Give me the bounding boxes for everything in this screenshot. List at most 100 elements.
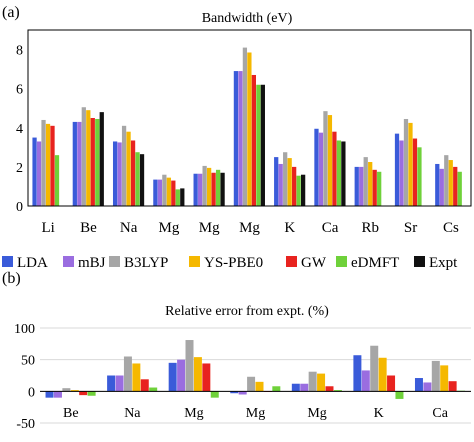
panel-b-bar-lda-mg (168, 362, 177, 392)
panel-b-bar-b3lyp-mg (247, 376, 256, 392)
panel-a-bar-ys-pbe0-mg (166, 177, 171, 206)
panel-b-bar-ys-pbe0-na (132, 363, 141, 392)
panel-b-bar-mbj-na (115, 375, 124, 392)
panel-a-bar-gw-mg (211, 172, 216, 206)
panel-b-title: Relative error from expt. (%) (165, 304, 329, 319)
panel-a-bar-expt-mg (220, 172, 225, 206)
panel-a-bar-lda-li (32, 137, 37, 206)
panel-a-label: (a) (2, 4, 20, 21)
panel-a-bar-gw-k (292, 166, 297, 206)
panel-a-y-tick-label: 2 (16, 161, 23, 176)
panel-b-bar-mbj-mg (300, 383, 309, 392)
panel-a-bar-b3lyp-sr (403, 118, 409, 206)
legend-swatch-b3lyp (109, 256, 120, 267)
panel-a-bar-lda-mg (233, 71, 239, 206)
panel-b-y-tick-label: -50 (16, 417, 35, 432)
panel-a-bar-mbj-na (117, 142, 122, 206)
panel-a-bar-edmft-k (296, 175, 301, 206)
panel-a-bar-edmft-mg (175, 189, 180, 206)
legend-swatch-ys-pbe0 (189, 256, 200, 267)
panel-b-bar-ys-pbe0-mg (193, 357, 202, 392)
panel-a-bar-ys-pbe0-be (86, 110, 91, 206)
panel-a-category-label: Mg (239, 220, 260, 236)
panel-b-bar-b3lyp-na (123, 356, 132, 392)
panel-a-bar-expt-mg (180, 188, 185, 206)
panel-a-bar-gw-li (50, 125, 55, 206)
panel-b-y-tick-label: 100 (14, 322, 35, 337)
panel-b-bar-mbj-mg (177, 359, 186, 392)
panel-a-bar-b3lyp-rb (363, 157, 368, 206)
panel-a-category-label: Mg (159, 220, 180, 236)
panel-a-bar-ys-pbe0-mg (206, 167, 212, 206)
panel-a-bar-b3lyp-be (81, 107, 86, 206)
panel-a-bar-ys-pbe0-mg (247, 52, 252, 206)
panel-a-bar-b3lyp-mg (242, 47, 248, 206)
panel-b-bar-lda-ca (414, 378, 423, 392)
panel-b-bar-lda-na (107, 375, 116, 392)
panel-a-bar-mbj-cs (439, 168, 444, 206)
panel-a-bar-lda-mg (193, 173, 198, 206)
panel-a-bar-gw-mg (171, 180, 176, 206)
panel-a-bar-expt-k (300, 174, 306, 206)
panel-b-y-tick-label: 0 (28, 385, 35, 400)
panel-a-bar-ys-pbe0-ca (327, 115, 333, 206)
panel-a-bar-b3lyp-na (121, 125, 127, 206)
panel-a-bar-lda-sr (394, 133, 400, 206)
panel-a-bar-gw-cs (453, 166, 458, 206)
panel-a-bar-expt-na (139, 154, 145, 206)
panel-b-bar-gw-ca (448, 381, 457, 392)
panel-b-bars (45, 340, 466, 399)
panel-a-bar-mbj-mg (198, 173, 203, 206)
panel-a-title: Bandwidth (eV) (202, 11, 293, 26)
panel-a-bar-expt-ca (341, 141, 346, 206)
panel-a-bar-gw-be (90, 118, 95, 206)
panel-b-category-label: Na (124, 406, 141, 421)
panel-b-bar-edmft-mg (210, 391, 219, 398)
panel-b-category-label: Ca (432, 406, 448, 421)
panel-b-category-label: K (374, 406, 384, 421)
panel-a-category-label: Rb (362, 220, 380, 236)
legend-label-lda: LDA (17, 255, 48, 271)
panel-b-y-ticks: -50 0 50 100 (14, 322, 35, 432)
panel-a: (a) Bandwidth (eV) 0 2 4 6 8 Li Be Na Mg Mg Mg K Ca… (2, 4, 472, 236)
panel-a-bar-mbj-ca (318, 132, 324, 206)
panel-b-bar-gw-k (387, 375, 396, 392)
panel-a-bar-lda-rb (354, 166, 359, 206)
panel-a-bar-expt-be (99, 112, 104, 206)
panel-b-bar-b3lyp-ca (431, 360, 440, 392)
panel-a-y-tick-label: 0 (16, 200, 23, 215)
panel-a-category-label: Mg (199, 220, 220, 236)
panel-b-bar-edmft-mg (272, 386, 281, 392)
panel-a-bar-mbj-rb (359, 166, 364, 206)
panel-b-bar-ys-pbe0-ca (440, 365, 449, 392)
legend-swatch-mbj (63, 256, 74, 267)
panel-b-bar-edmft-na (149, 387, 158, 392)
legend-label-expt: Expt (429, 255, 458, 271)
panel-a-bar-edmft-na (135, 152, 140, 206)
panel-b-bar-mbj-ca (423, 382, 432, 392)
panel-b-bar-lda-be (45, 391, 54, 398)
panel-a-bar-ys-pbe0-k (287, 158, 292, 206)
panel-b-bar-mbj-be (53, 391, 62, 398)
panel-b-bar-ys-pbe0-k (378, 357, 387, 392)
panel-a-bar-edmft-mg (256, 84, 261, 206)
panel-a-bar-b3lyp-k (283, 152, 288, 206)
panel-a-category-label: Ca (322, 220, 339, 236)
panel-a-bar-mbj-mg (238, 71, 243, 206)
panel-b-bar-gw-na (140, 379, 149, 392)
panel-b-bar-ys-pbe0-mg (317, 373, 326, 392)
panel-a-bar-lda-ca (314, 128, 319, 206)
panel-b-bar-b3lyp-mg (185, 340, 194, 392)
panel-b-category-label: Be (63, 406, 79, 421)
panel-a-bar-lda-k (274, 157, 279, 206)
panel-a-bar-expt-mg (260, 84, 265, 206)
panel-b-bar-edmft-mg (333, 390, 342, 392)
panel-b-bar-mbj-k (361, 370, 370, 392)
panel-a-bar-edmft-sr (417, 147, 422, 206)
panel-b-label: (b) (2, 270, 21, 287)
panel-a-bar-gw-na (130, 140, 136, 206)
panel-b-bar-edmft-k (395, 391, 404, 399)
panel-a-bar-edmft-cs (457, 171, 462, 206)
panel-a-bar-gw-sr (412, 138, 418, 206)
